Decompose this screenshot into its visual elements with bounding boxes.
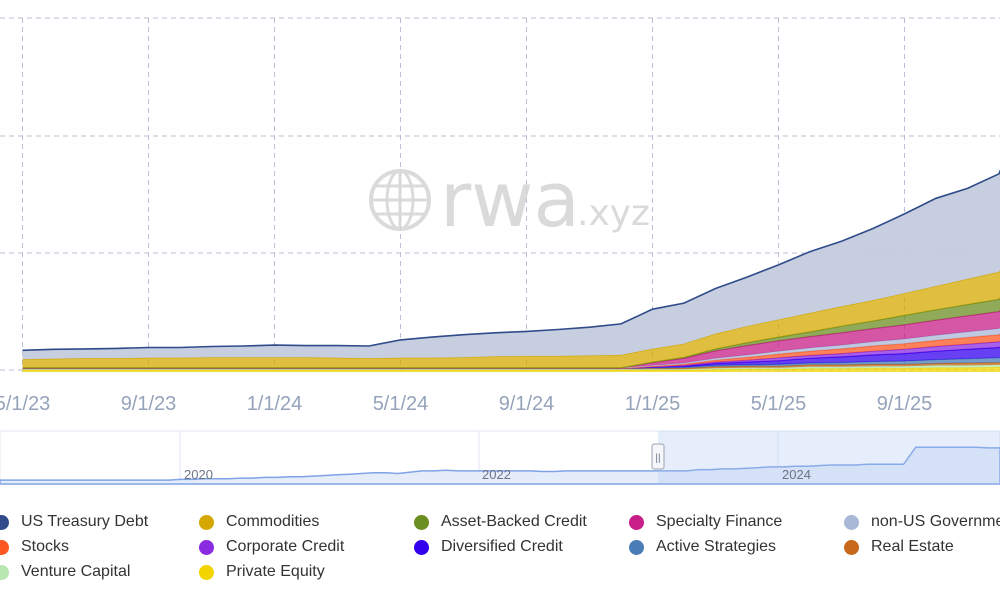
legend-label: Commodities bbox=[226, 513, 320, 530]
legend-label: Venture Capital bbox=[21, 563, 131, 580]
legend-label: Active Strategies bbox=[656, 538, 777, 555]
series-area-fill bbox=[22, 310, 1000, 368]
series-area-fill bbox=[22, 367, 1000, 372]
navigator-range-handle[interactable] bbox=[651, 443, 665, 470]
legend-item-active-strategies[interactable]: Active Strategies bbox=[629, 538, 776, 556]
series-area-fill bbox=[22, 364, 1000, 371]
navigator-overview-line bbox=[0, 446, 1000, 485]
x-tick-label: 9/1/24 bbox=[499, 393, 555, 415]
x-axis-tick-labels: 5/1/23 9/1/23 1/1/24 5/1/24 9/1/24 1/1/25 5/1/… bbox=[0, 393, 932, 415]
legend-label: Diversified Credit bbox=[441, 538, 563, 555]
watermark-suffix: .xyz bbox=[577, 193, 650, 234]
legend-marker-icon bbox=[629, 539, 644, 555]
navigator-year-label: 2024 bbox=[782, 467, 811, 482]
range-navigator[interactable]: || 2020 2022 2024 2025 2026 bbox=[0, 0, 1000, 485]
legend-item-non-us-government-debt[interactable]: non-US Government Debt bbox=[844, 513, 1000, 531]
legend-marker-icon bbox=[844, 514, 859, 530]
legend-item-corporate-credit[interactable]: Corporate Credit bbox=[199, 538, 344, 556]
x-tick-label: 1/1/24 bbox=[247, 393, 303, 415]
series-us-treasury-debt[interactable] bbox=[22, 90, 1000, 360]
x-tick-label: 5/1/24 bbox=[373, 393, 429, 415]
series-area-fill bbox=[22, 346, 1000, 369]
legend: US Treasury Debt Commodities Asset-Backed … bbox=[0, 508, 1000, 600]
navigator-year-label: 2020 bbox=[184, 467, 213, 482]
legend-marker-icon bbox=[844, 539, 859, 555]
series-area-fill bbox=[22, 362, 1000, 370]
legend-marker-icon bbox=[0, 564, 9, 580]
legend-item-diversified-credit[interactable]: Diversified Credit bbox=[414, 538, 563, 556]
legend-item-us-treasury-debt[interactable]: US Treasury Debt bbox=[0, 513, 148, 531]
legend-item-stocks[interactable]: Stocks bbox=[0, 538, 69, 556]
legend-item-venture-capital[interactable]: Venture Capital bbox=[0, 563, 130, 581]
legend-item-private-equity[interactable]: Private Equity bbox=[199, 563, 325, 581]
navigator-year-labels: 2020 2022 2024 bbox=[184, 467, 811, 482]
legend-item-asset-backed-credit[interactable]: Asset-Backed Credit bbox=[414, 513, 587, 531]
navigator-selected-range[interactable] bbox=[658, 431, 1000, 484]
legend-label: non-US Government Debt bbox=[871, 513, 1000, 530]
legend-marker-icon bbox=[414, 514, 429, 530]
series-area-fill bbox=[22, 341, 1000, 369]
legend-item-specialty-finance[interactable]: Specialty Finance bbox=[629, 513, 782, 531]
legend-marker-icon bbox=[0, 514, 9, 530]
series-area-fill bbox=[22, 171, 1000, 360]
x-tick-label: 5/1/23 bbox=[0, 393, 50, 415]
legend-label: Stocks bbox=[21, 538, 70, 555]
legend-marker-icon bbox=[199, 564, 214, 580]
x-tick-label: 1/1/25 bbox=[625, 393, 681, 415]
legend-marker-icon bbox=[629, 514, 644, 530]
legend-label: Private Equity bbox=[226, 563, 325, 580]
legend-marker-icon bbox=[414, 539, 429, 555]
legend-marker-icon bbox=[199, 539, 214, 555]
chart-svg: rwa .xyz 5/1/23 9/1/23 1/1/24 5/1/24 9/1/24 1… bbox=[0, 0, 1000, 485]
navigator-handle-grip: || bbox=[655, 453, 660, 464]
legend-item-commodities[interactable]: Commodities bbox=[199, 513, 319, 531]
legend-label: Corporate Credit bbox=[226, 538, 345, 555]
legend-item-real-estate[interactable]: Real Estate bbox=[844, 538, 954, 556]
stacked-area-series bbox=[22, 90, 1000, 372]
legend-label: US Treasury Debt bbox=[21, 513, 149, 530]
navigator-range-end: 2026 bbox=[0, 0, 3, 1]
watermark: rwa .xyz bbox=[369, 155, 650, 244]
legend-marker-icon bbox=[0, 539, 9, 555]
legend-label: Asset-Backed Credit bbox=[441, 513, 587, 530]
legend-marker-icon bbox=[199, 514, 214, 530]
series-line bbox=[22, 168, 1000, 352]
legend-label: Real Estate bbox=[871, 538, 954, 555]
navigator-year-label: 2022 bbox=[482, 467, 511, 482]
x-tick-label: 5/1/25 bbox=[751, 393, 807, 415]
legend-label: Specialty Finance bbox=[656, 513, 783, 530]
series-area-fill bbox=[22, 357, 1000, 369]
series-area-fill bbox=[22, 270, 1000, 368]
watermark-brand: rwa bbox=[440, 155, 580, 244]
x-tick-label: 9/1/23 bbox=[121, 393, 177, 415]
x-tick-label: 9/1/25 bbox=[877, 393, 933, 415]
globe-icon bbox=[369, 169, 431, 231]
